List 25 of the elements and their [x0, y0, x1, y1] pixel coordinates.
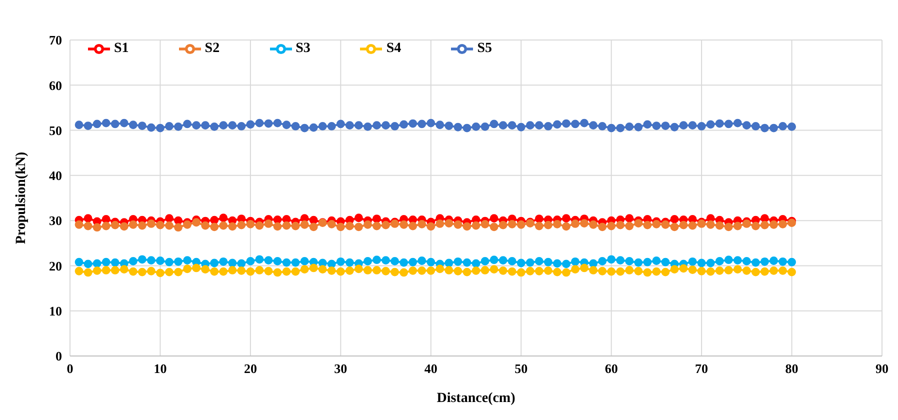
- x-tick-label: 50: [514, 361, 528, 376]
- y-tick-label: 30: [49, 213, 62, 228]
- legend-label: S4: [386, 41, 402, 56]
- x-tick-label: 90: [876, 361, 888, 376]
- legend-label: S3: [296, 41, 310, 56]
- x-axis-title: Distance(cm): [436, 391, 516, 406]
- y-tick-label: 50: [49, 122, 62, 138]
- x-tick-label: 80: [785, 361, 798, 376]
- x-tick-label: 0: [66, 361, 74, 376]
- legend-label: S1: [114, 41, 129, 56]
- y-tick-label: 70: [49, 32, 62, 48]
- x-tick-label: 20: [244, 361, 257, 376]
- x-tick-label: 70: [695, 361, 708, 376]
- y-axis-title: Propulsion(kN): [14, 152, 29, 244]
- y-tick-label: 20: [49, 258, 62, 274]
- x-tick-label: 10: [154, 361, 167, 376]
- y-tick-label: 40: [49, 168, 62, 184]
- x-tick-label: 60: [604, 361, 618, 376]
- x-tick-label: 30: [334, 361, 348, 376]
- legend-label: S5: [477, 41, 492, 56]
- y-tick-label: 10: [49, 303, 62, 318]
- y-tick-label: 0: [56, 348, 62, 364]
- legend-label: S2: [204, 41, 220, 56]
- x-tick-label: 40: [424, 361, 438, 376]
- y-tick-label: 60: [49, 78, 62, 93]
